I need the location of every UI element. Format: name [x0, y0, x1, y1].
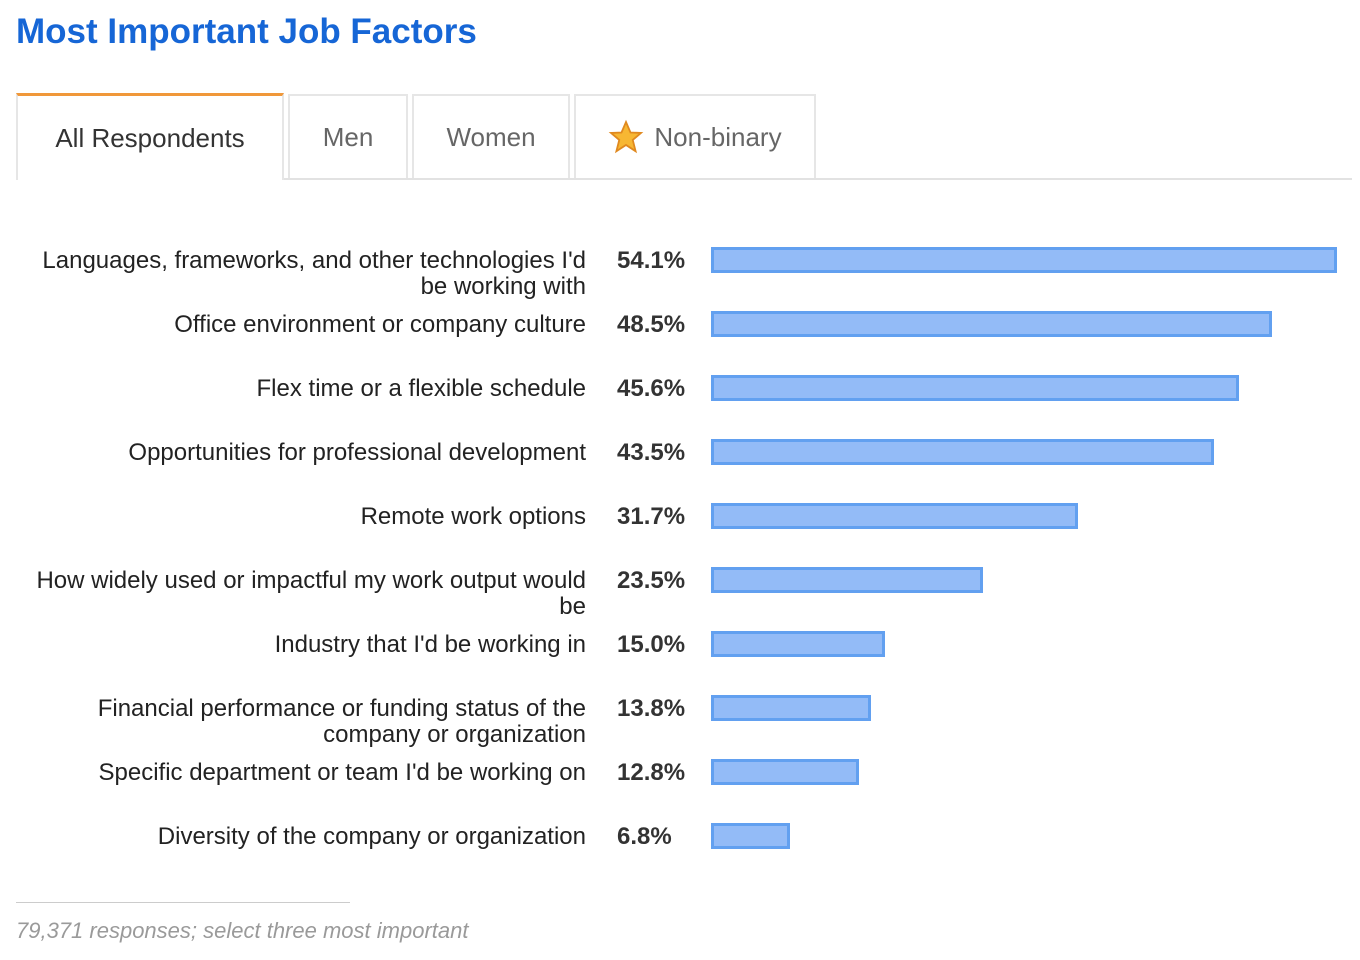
value-label: 31.7% — [617, 503, 686, 530]
bar — [711, 823, 790, 849]
value-label: 48.5% — [617, 311, 686, 338]
value-label: 23.5% — [617, 567, 686, 594]
bar — [711, 311, 1273, 337]
category-label: Diversity of the company or organization — [157, 823, 586, 850]
tab-divider — [16, 178, 1352, 180]
footnote-rule — [16, 902, 350, 903]
category-label: Remote work options — [360, 503, 586, 530]
bar — [711, 695, 871, 721]
footnote: 79,371 responses; select three most impo… — [16, 918, 469, 943]
star — [609, 119, 644, 154]
tab[interactable]: Men — [288, 94, 408, 178]
value-label: 6.8% — [617, 823, 672, 850]
value-label: 15.0% — [617, 631, 686, 658]
tab-label: Non-binary — [654, 121, 782, 152]
value-label: 54.1% — [617, 247, 686, 274]
category-label: Financial performance or funding status … — [97, 695, 586, 748]
category-label: Specific department or team I'd be worki… — [98, 759, 587, 786]
bar — [711, 439, 1215, 465]
bar — [711, 503, 1078, 529]
category-label: Languages, frameworks, and other technol… — [42, 247, 586, 300]
category-label: Office environment or company culture — [174, 311, 586, 338]
tab[interactable]: All Respondents — [16, 93, 284, 180]
bar — [711, 567, 983, 593]
bar — [711, 375, 1239, 401]
tab[interactable]: Non-binary — [574, 94, 816, 178]
category-label: Industry that I'd be working in — [274, 631, 586, 658]
category-label: Flex time or a flexible schedule — [256, 375, 586, 402]
tab-label: Women — [446, 121, 536, 152]
tab-label: Men — [322, 121, 374, 152]
category-label: Opportunities for professional developme… — [128, 439, 586, 466]
star-icon — [609, 119, 644, 154]
category-label: How widely used or impactful my work out… — [36, 567, 586, 620]
value-label: 12.8% — [617, 759, 686, 786]
bar — [711, 247, 1337, 273]
value-label: 45.6% — [617, 375, 686, 402]
tab[interactable]: Women — [412, 94, 570, 178]
value-label: 43.5% — [617, 439, 686, 466]
value-label: 13.8% — [617, 695, 686, 722]
title: Most Important Job Factors — [16, 12, 477, 51]
bar — [711, 759, 860, 785]
bar — [711, 631, 885, 657]
tab-label: All Respondents — [55, 122, 245, 153]
